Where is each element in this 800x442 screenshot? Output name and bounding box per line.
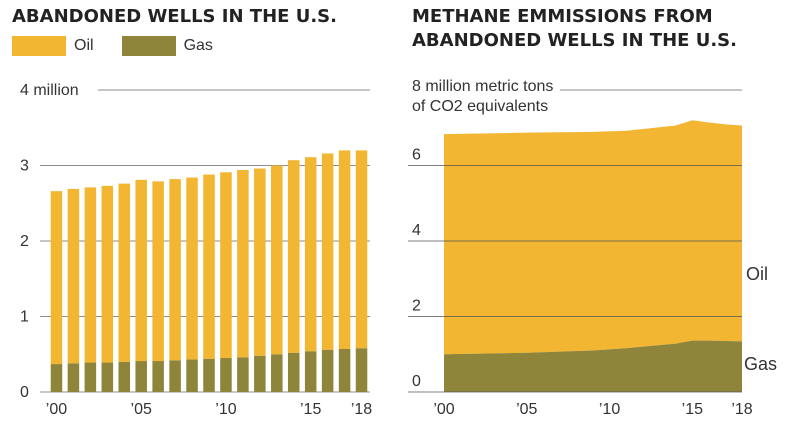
bar-oil: [67, 188, 80, 364]
bar-gas: [237, 357, 249, 392]
legend-item-gas: Gas: [121, 36, 213, 56]
x-tick-label: ’18: [351, 401, 372, 418]
right-chart-title-line1: METHANE EMMISSIONS FROM: [412, 6, 713, 27]
bar-oil: [186, 177, 198, 360]
legend-swatch-gas: [121, 36, 176, 56]
bar-oil: [152, 181, 164, 362]
bar-gas: [67, 363, 80, 392]
bar-gas: [50, 364, 63, 392]
bar-gas: [321, 349, 334, 392]
bar-oil: [101, 185, 114, 363]
bar-oil: [287, 160, 300, 353]
bar-oil: [254, 168, 266, 356]
bar-gas: [287, 352, 300, 392]
x-tick-label: ’10: [599, 401, 620, 418]
right-chart-title-line2: ABANDONED WELLS IN THE U.S.: [412, 30, 737, 51]
area-label-gas: Gas: [744, 354, 778, 374]
x-tick-label: ’15: [300, 401, 321, 418]
legend-swatch-oil: [12, 36, 66, 56]
bar-oil: [355, 150, 368, 349]
y-tick-label: 6: [412, 147, 421, 164]
y-tick-label: 2: [412, 298, 421, 315]
x-tick-label: ’10: [215, 401, 236, 418]
bar-gas: [101, 362, 114, 392]
bar-oil: [321, 153, 334, 350]
bar-oil: [118, 183, 131, 362]
y-tick-label: 0: [412, 373, 421, 390]
bar-gas: [254, 355, 266, 392]
x-tick-label: ’05: [516, 401, 537, 418]
bar-gas: [135, 361, 147, 392]
wells-bar-chart: 0 1 2 3 4 million ’00 ’05 ’10 ’15 ’18: [20, 82, 372, 418]
x-tick-label: ’00: [433, 401, 454, 418]
bar-oil: [50, 191, 63, 365]
area-oil: [444, 120, 742, 355]
bar-oil: [338, 150, 351, 349]
bar-gas: [338, 348, 351, 392]
bar-oil: [203, 174, 215, 359]
bar-oil: [84, 187, 97, 363]
y-tick-label: 4: [412, 222, 421, 239]
area-label-oil: Oil: [746, 264, 768, 284]
bar-gas: [186, 359, 198, 392]
legend-label-gas: Gas: [183, 37, 213, 54]
bar-gas: [271, 354, 283, 392]
bar-gas: [84, 362, 97, 392]
right-ylabel-line2: of CO2 equivalents: [412, 98, 549, 115]
bar-oil: [220, 172, 232, 359]
right-ylabel-line1: 8 million metric tons: [412, 78, 554, 95]
legend-label-oil: Oil: [74, 37, 94, 54]
bar-oil: [304, 157, 317, 352]
bar-gas: [152, 361, 164, 392]
bar-gas: [355, 348, 368, 392]
y-tick-label: 2: [20, 233, 29, 250]
y-tick-label: 4 million: [20, 82, 79, 99]
y-tick-label: 0: [20, 384, 29, 401]
y-tick-label: 3: [20, 158, 29, 175]
left-chart-title: ABANDONED WELLS IN THE U.S.: [12, 6, 337, 27]
bar-oil: [271, 165, 283, 355]
bar-oil: [237, 170, 249, 358]
bar-gas: [220, 358, 232, 392]
x-tick-label: ’15: [682, 401, 703, 418]
y-tick-label: 1: [20, 309, 29, 326]
bar-gas: [118, 361, 131, 392]
bar-gas: [169, 360, 181, 392]
x-tick-label: ’05: [131, 401, 152, 418]
bar-oil: [135, 179, 147, 362]
legend: Oil Gas: [12, 36, 241, 56]
bar-oil: [169, 179, 181, 361]
x-tick-label: ’18: [731, 401, 752, 418]
bar-gas: [304, 351, 317, 392]
x-tick-label: ’00: [46, 401, 67, 418]
bar-gas: [203, 358, 215, 392]
methane-area-chart: 0 2 4 6 ’00 ’05 ’10 ’15 ’18: [408, 89, 753, 418]
legend-item-oil: Oil: [12, 36, 94, 56]
area-gas: [444, 340, 742, 392]
